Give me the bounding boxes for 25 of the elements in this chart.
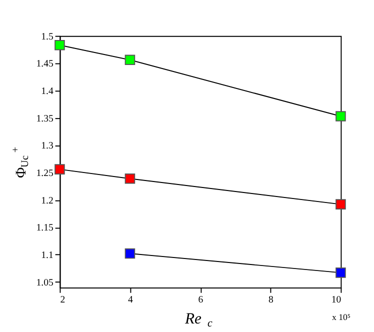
y-tick-label: 1.5 [41, 31, 54, 42]
x-tick-label: 8 [268, 294, 274, 306]
y-tick-label: 1.35 [36, 113, 54, 124]
point [336, 111, 346, 122]
point [54, 40, 65, 50]
point [336, 199, 346, 210]
point [336, 268, 346, 278]
y-tick-label: 1.1 [41, 250, 54, 262]
y-tick-label: 1.25 [36, 168, 54, 180]
y-tick-label: 1.2 [41, 195, 54, 206]
y-tick-label: 1.4 [41, 86, 54, 97]
point [54, 164, 65, 174]
point [124, 248, 136, 259]
x-tick-label: 4 [128, 294, 134, 306]
y-tick-label: 1.15 [36, 222, 54, 234]
x-tick-label: 2 [60, 294, 66, 306]
y-axis-title: ΦUc+ [10, 146, 31, 178]
y-tick-label: 1.45 [36, 58, 54, 70]
x-tick-label: 10 [331, 294, 342, 306]
point [124, 173, 136, 184]
point [124, 54, 136, 66]
text: x 10⁵ [332, 312, 351, 322]
y-tick-label: 1.05 [36, 277, 54, 288]
y-tick-label: 1.3 [41, 140, 54, 152]
x-tick-label: 6 [198, 294, 204, 306]
